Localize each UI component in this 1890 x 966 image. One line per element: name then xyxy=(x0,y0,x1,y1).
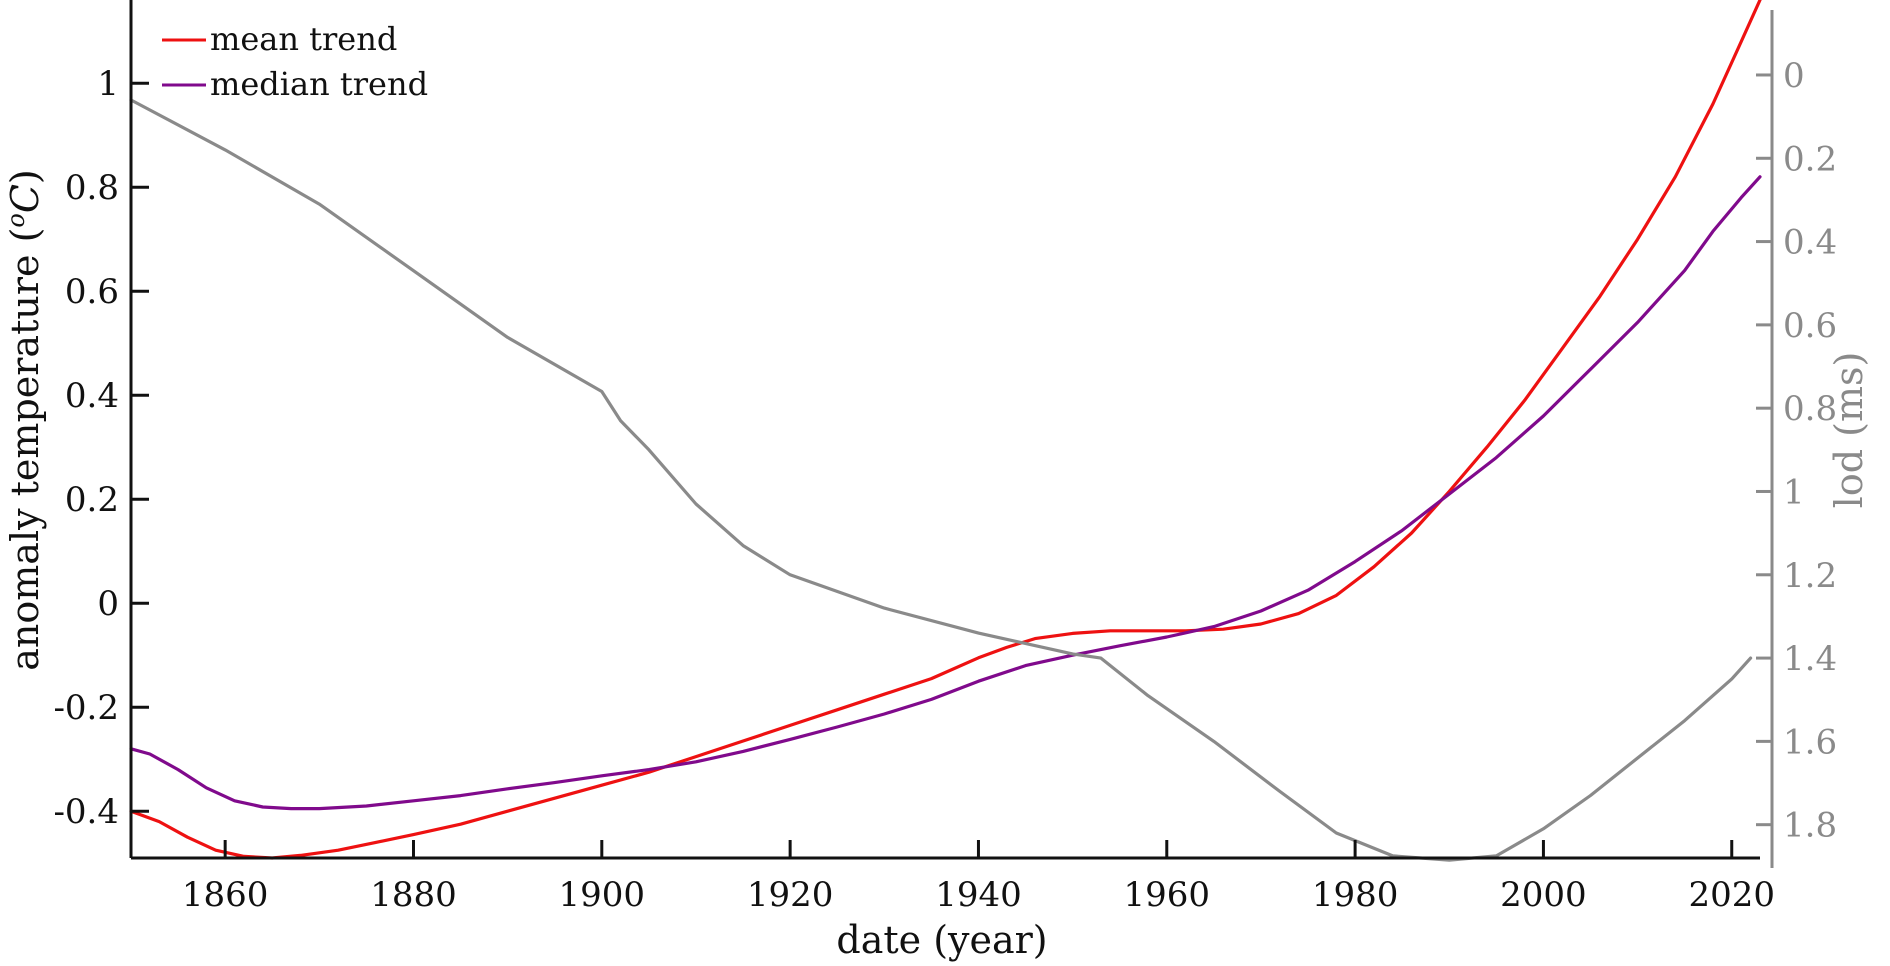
legend-label-median: median trend xyxy=(210,65,428,103)
plot-lines xyxy=(129,0,1762,862)
x-tick-label: 1980 xyxy=(1312,875,1399,915)
legend-label-mean: mean trend xyxy=(210,20,397,58)
x-tick-label: 1860 xyxy=(182,875,269,915)
y-right-tick-label: 1.6 xyxy=(1783,722,1837,762)
x-tick-label: 2020 xyxy=(1688,875,1775,915)
y-left-tick-label: -0.4 xyxy=(53,792,119,832)
y-right-tick-label: 0 xyxy=(1783,56,1805,96)
y-right-tick-label: 1.2 xyxy=(1783,556,1837,596)
y-left-tick-label: 0.6 xyxy=(65,272,119,312)
x-tick-label: 1920 xyxy=(747,875,834,915)
y-right-tick-label: 1.8 xyxy=(1783,806,1837,846)
y-right-tick-label: 0.8 xyxy=(1783,389,1837,429)
y-axis-left-title-suffix: ) xyxy=(3,169,47,184)
y-left-tick-label: 0 xyxy=(97,584,119,624)
ticks: 1860 1880 1900 1920 1940 1960 1980 2000 2020 -0.4… xyxy=(53,56,1837,915)
x-tick-label: 1960 xyxy=(1124,875,1211,915)
y-left-tick-label: 0.2 xyxy=(65,480,119,520)
y-axis-left-title-sup: o xyxy=(2,213,30,227)
axes xyxy=(129,0,1774,868)
y-axis-left-title-unit: C xyxy=(3,184,47,213)
y-left-tick-label: 0.8 xyxy=(65,168,119,208)
y-axis-right-title: lod (ms) xyxy=(1827,352,1871,509)
series-line-mean xyxy=(129,0,1762,860)
y-left-tick-label: -0.2 xyxy=(53,688,119,728)
x-tick-label: 1880 xyxy=(370,875,457,915)
y-right-tick-label: 0.6 xyxy=(1783,306,1837,346)
x-tick-label: 2000 xyxy=(1500,875,1587,915)
y-right-tick-label: 0.2 xyxy=(1783,139,1837,179)
y-axis-left-title-prefix: anomaly temperature ( xyxy=(3,228,47,671)
y-left-tick-label: 0.4 xyxy=(65,376,119,416)
x-tick-label: 1900 xyxy=(559,875,646,915)
y-left-tick-label: 1 xyxy=(97,64,119,104)
legend: mean trend median trend xyxy=(162,20,428,103)
y-right-tick-label: 1.4 xyxy=(1783,639,1837,679)
series-line-lod xyxy=(129,98,1753,862)
y-axis-left-title: anomaly temperature (oC) xyxy=(2,169,47,670)
y-right-tick-label: 0.4 xyxy=(1783,223,1837,263)
series-line-median xyxy=(129,175,1762,811)
x-axis-title: date (year) xyxy=(836,918,1047,962)
x-tick-label: 1940 xyxy=(935,875,1022,915)
y-right-tick-label: 1 xyxy=(1783,472,1805,512)
